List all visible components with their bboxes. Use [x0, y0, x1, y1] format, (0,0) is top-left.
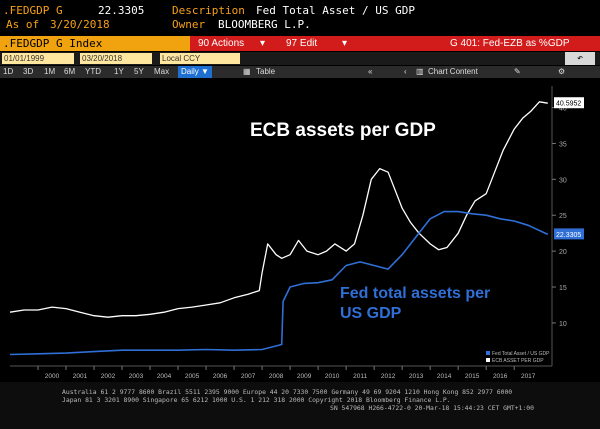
x-tick-label: 2002 [101, 373, 116, 380]
security-header-row: .FEDGDP G 22.3305 Description Fed Total … [0, 4, 600, 18]
chart-content-icon[interactable]: ▥ [416, 67, 424, 76]
frequency-label: Daily [181, 67, 199, 76]
x-tick-label: 2004 [157, 373, 172, 380]
settings-icon[interactable]: ⚙ [558, 67, 566, 76]
footer-contacts-1: Australia 61 2 9777 8600 Brazil 5511 239… [62, 388, 513, 396]
x-tick-label: 2017 [521, 373, 536, 380]
edit-chart-icon[interactable]: ✎ [514, 67, 521, 76]
date-controls: 01/01/1999 03/20/2018 Local CCY ↶ [0, 52, 600, 65]
asof-row: As of 3/20/2018 Owner BLOOMBERG L.P. [0, 18, 600, 32]
y-tick-label: 35 [559, 141, 567, 148]
period-6m[interactable]: 6M [64, 67, 76, 76]
last-value: 22.3305 [98, 4, 145, 17]
toolbar: .FEDGDP G Index 90 Actions ▾ 97 Edit ▾ G… [0, 36, 600, 51]
asof-label: As of [6, 18, 40, 31]
fed-annotation-line2: US GDP [340, 305, 402, 322]
line-chart: 10 15 20 25 30 35 40 2000 2001 2002 2003 2004 2005 20… [9, 86, 584, 380]
ecb-last-value-badge [554, 97, 584, 109]
x-tick-label: 2011 [353, 373, 367, 380]
legend-swatch-fed [486, 351, 490, 355]
ecb-series-line [9, 101, 548, 318]
table-button[interactable]: Table [256, 67, 276, 76]
ecb-annotation: ECB assets per GDP [250, 120, 436, 141]
y-tick-label: 15 [559, 285, 567, 292]
y-tick-label: 25 [559, 213, 567, 220]
actions-menu[interactable]: 90 Actions [198, 38, 245, 49]
ecb-last-value-label: 40.5952 [556, 101, 581, 108]
chart-area: 10 15 20 25 30 35 40 2000 2001 2002 2003 2004 2005 20… [0, 80, 600, 380]
x-tick-label: 2001 [73, 373, 88, 380]
period-ytd[interactable]: YTD [85, 67, 101, 76]
prev-icon[interactable]: ‹ [404, 67, 407, 76]
period-1d[interactable]: 1D [3, 67, 14, 76]
owner-label: Owner [172, 18, 206, 31]
frequency-select[interactable]: Daily ▼ [178, 66, 212, 78]
legend-label-fed: Fed Total Asset / US GDP [492, 351, 550, 357]
x-tick-label: 2012 [381, 373, 396, 380]
x-tick-label: 2003 [129, 373, 144, 380]
back-arrow-icon[interactable]: ↶ [565, 52, 595, 65]
x-tick-label: 2010 [325, 373, 340, 380]
x-tick-label: 2015 [465, 373, 480, 380]
collapse-icon[interactable]: « [368, 67, 373, 76]
footer-serial: SN 547968 H266-4722-0 20-Mar-18 15:44:23… [330, 404, 534, 412]
period-max[interactable]: Max [154, 67, 170, 76]
fed-annotation-line1: Fed total assets per [340, 285, 490, 302]
edit-menu[interactable]: 97 Edit [286, 38, 318, 49]
asof-value: 3/20/2018 [50, 18, 110, 31]
index-field[interactable]: .FEDGDP G Index [0, 36, 190, 51]
owner-value: BLOOMBERG L.P. [218, 18, 311, 31]
x-tick-label: 2007 [241, 373, 256, 380]
description-label: Description [172, 4, 245, 17]
footer-contacts-2: Japan 81 3 3201 8900 Singapore 65 6212 1… [62, 396, 451, 404]
x-tick-label: 2005 [185, 373, 200, 380]
period-3d[interactable]: 3D [23, 67, 34, 76]
legend-swatch-ecb [486, 358, 490, 362]
end-date-field[interactable]: 03/20/2018 [80, 53, 152, 64]
period-1y[interactable]: 1Y [114, 67, 124, 76]
y-tick-label: 30 [559, 177, 567, 184]
table-icon[interactable]: ▦ [243, 67, 251, 76]
x-tick-label: 2016 [493, 373, 508, 380]
actions-dropdown-icon[interactable]: ▾ [260, 38, 266, 49]
x-tick-label: 2009 [297, 373, 312, 380]
period-bar: 1D 3D 1M 6M YTD 1Y 5Y Max Daily ▼ ▦ Tabl… [0, 66, 600, 78]
ticker: .FEDGDP G [3, 4, 63, 17]
x-tick-label: 2006 [213, 373, 228, 380]
y-tick-label: 10 [559, 321, 567, 328]
x-tick-label: 2013 [409, 373, 424, 380]
start-date-field[interactable]: 01/01/1999 [2, 53, 74, 64]
currency-select[interactable]: Local CCY [160, 53, 240, 64]
x-tick-label: 2014 [437, 373, 452, 380]
y-tick-label: 40 [559, 106, 567, 113]
period-5y[interactable]: 5Y [134, 67, 144, 76]
period-1m[interactable]: 1M [44, 67, 56, 76]
chart-content-button[interactable]: Chart Content [428, 67, 478, 76]
function-title: G 401: Fed-EZB as %GDP [450, 38, 570, 49]
legend-label-ecb: ECB ASSET PER GDP [492, 358, 544, 364]
description-value: Fed Total Asset / US GDP [256, 4, 415, 17]
action-bar: 90 Actions ▾ 97 Edit ▾ G 401: Fed-EZB as… [190, 36, 600, 51]
fed-last-value-badge [554, 228, 584, 240]
footer: Australia 61 2 9777 8600 Brazil 5511 239… [0, 382, 600, 429]
fed-last-value-label: 22.3305 [556, 232, 581, 239]
y-tick-label: 20 [559, 249, 567, 256]
x-tick-label: 2008 [269, 373, 284, 380]
fed-series-line [9, 210, 549, 356]
x-tick-label: 2000 [45, 373, 60, 380]
edit-dropdown-icon[interactable]: ▾ [342, 38, 348, 49]
